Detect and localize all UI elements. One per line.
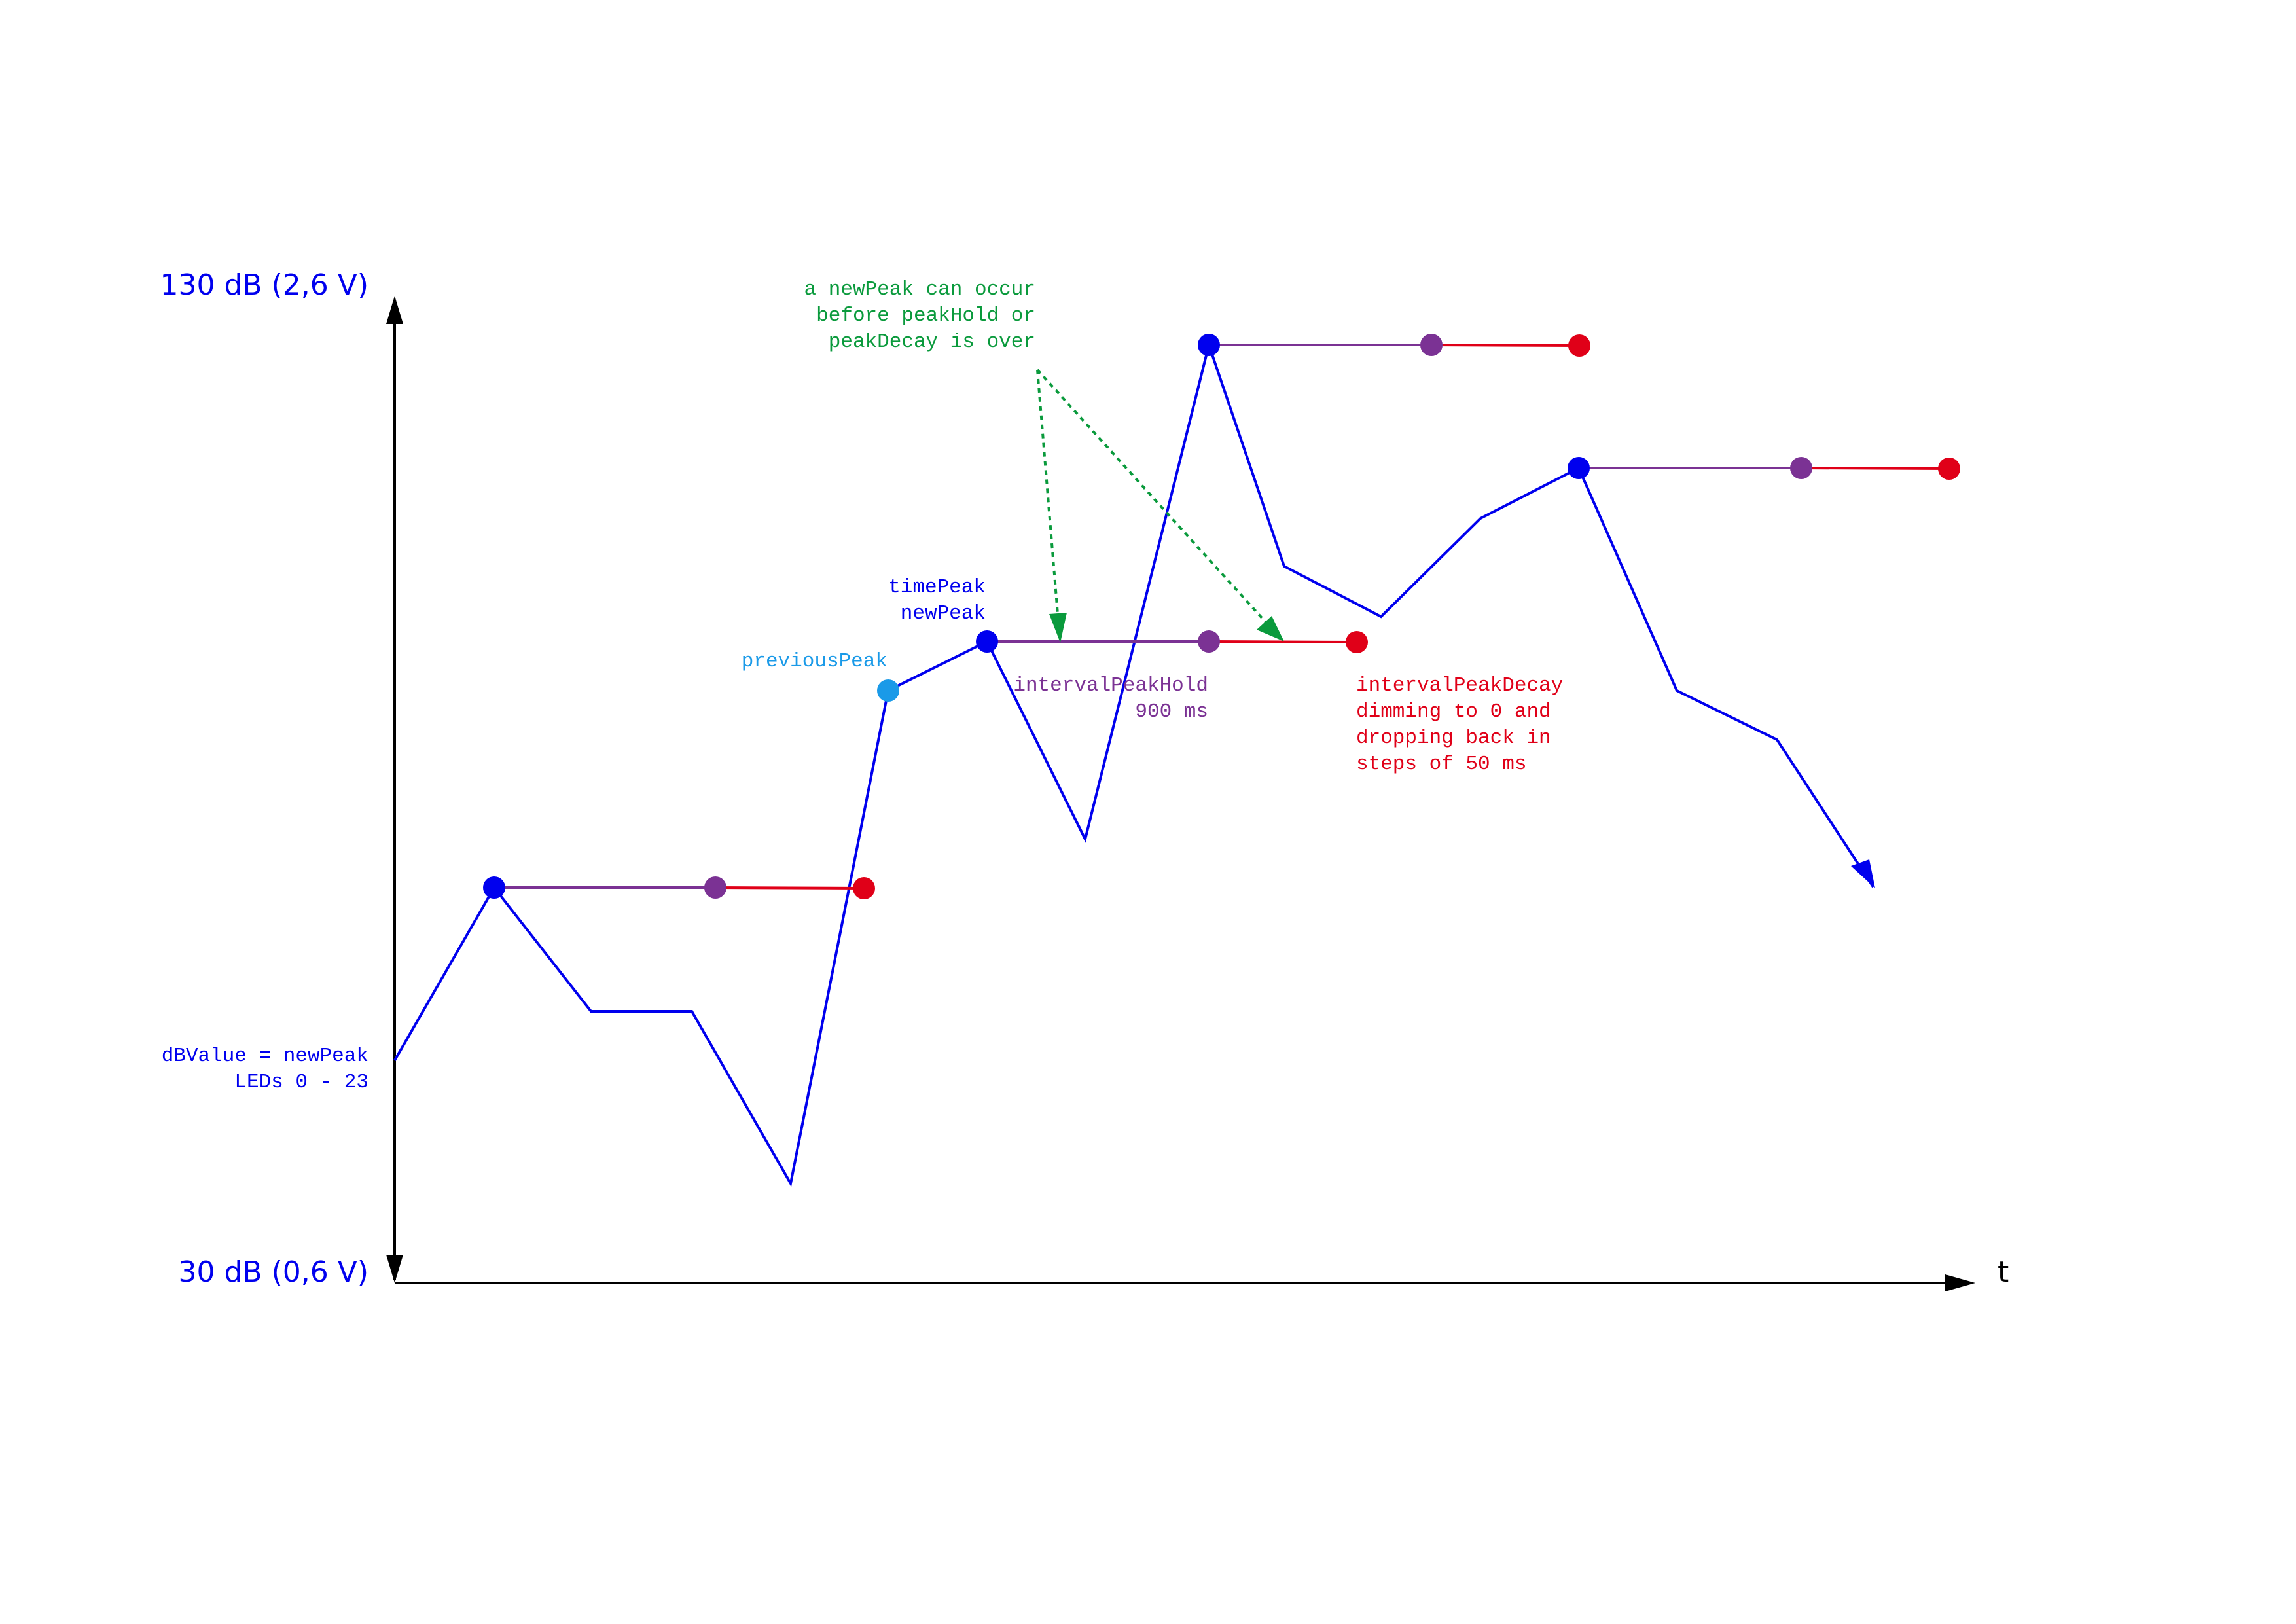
callout-arrow-to-hold xyxy=(1036,369,1060,623)
signal-line xyxy=(393,340,1874,1187)
peak-3-decay-end-dot xyxy=(1568,334,1590,357)
new-peak-note-line-1: a newPeak can occur xyxy=(804,278,1035,301)
peak-2-decay-end-dot xyxy=(1346,631,1368,653)
left-annotation: dBValue = newPeak LEDs 0 - 23 xyxy=(162,1045,368,1094)
peak-4-decay-line xyxy=(1801,467,1950,470)
previous-peak-dot xyxy=(877,679,899,702)
peak-2 xyxy=(976,630,1368,653)
new-peak-callout-arrows xyxy=(1036,369,1284,643)
time-peak-line-1: timePeak xyxy=(888,576,986,599)
callout-arrow-to-decay-head xyxy=(1257,616,1284,641)
peak-3 xyxy=(1198,334,1590,357)
previous-peak-line-1: previousPeak xyxy=(742,650,888,673)
new-peak-note-line-3: peakDecay is over xyxy=(829,331,1035,353)
peak-2-decay-line xyxy=(1208,640,1357,643)
y-axis-arrow-bottom xyxy=(386,1255,403,1283)
callout-arrow-to-decay xyxy=(1036,369,1270,626)
peak-4-peak-dot xyxy=(1568,457,1590,479)
x-axis-label: t xyxy=(1998,1255,2009,1289)
previous-peak-annotation: previousPeak xyxy=(742,650,888,673)
axes: 130 dB (2,6 V) 30 dB (0,6 V) t xyxy=(160,268,2009,1291)
y-axis-top-label: 130 dB (2,6 V) xyxy=(160,268,368,302)
left-line-2: LEDs 0 - 23 xyxy=(234,1071,368,1094)
left-line-1: dBValue = newPeak xyxy=(162,1045,368,1068)
peak-3-hold-end-dot xyxy=(1420,334,1443,356)
y-axis-bottom-label: 30 dB (0,6 V) xyxy=(179,1255,368,1289)
peak-decay-line-1: intervalPeakDecay xyxy=(1356,674,1563,697)
time-peak-line-2: newPeak xyxy=(901,602,986,625)
peak-2-peak-dot xyxy=(976,630,998,653)
peak-4 xyxy=(1568,457,1960,480)
peak-1-hold-end-dot xyxy=(704,876,726,899)
peak-4-decay-end-dot xyxy=(1938,458,1960,480)
callout-arrow-to-hold-head xyxy=(1049,613,1067,643)
time-peak-annotation: timePeak newPeak xyxy=(888,576,986,625)
y-axis-arrow-top xyxy=(386,296,403,324)
peak-hold-line-2: 900 ms xyxy=(1135,700,1208,723)
peak-1-decay-end-dot xyxy=(853,877,875,899)
peak-4-hold-end-dot xyxy=(1790,457,1812,479)
peak-hold-annotation: intervalPeakHold 900 ms xyxy=(1013,674,1208,723)
peak-3-peak-dot xyxy=(1198,334,1220,356)
peak-1-peak-dot xyxy=(483,876,505,899)
peak-2-hold-end-dot xyxy=(1198,630,1220,653)
peak-decay-line-2: dimming to 0 and xyxy=(1356,700,1551,723)
peak-decay-line-4: steps of 50 ms xyxy=(1356,753,1526,776)
signal-arrow-icon xyxy=(1851,859,1875,888)
peak-1 xyxy=(483,876,875,899)
peak-hold-line-1: intervalPeakHold xyxy=(1013,674,1208,697)
new-peak-note-line-2: before peakHold or xyxy=(816,304,1035,327)
new-peak-note-annotation: a newPeak can occur before peakHold or pea… xyxy=(804,278,1035,353)
peak-decay-line-3: dropping back in xyxy=(1356,727,1551,749)
peak-3-decay-line xyxy=(1431,344,1580,347)
x-axis-arrow xyxy=(1945,1274,1975,1291)
peak-decay-annotation: intervalPeakDecay dimming to 0 and droppin… xyxy=(1356,674,1563,776)
